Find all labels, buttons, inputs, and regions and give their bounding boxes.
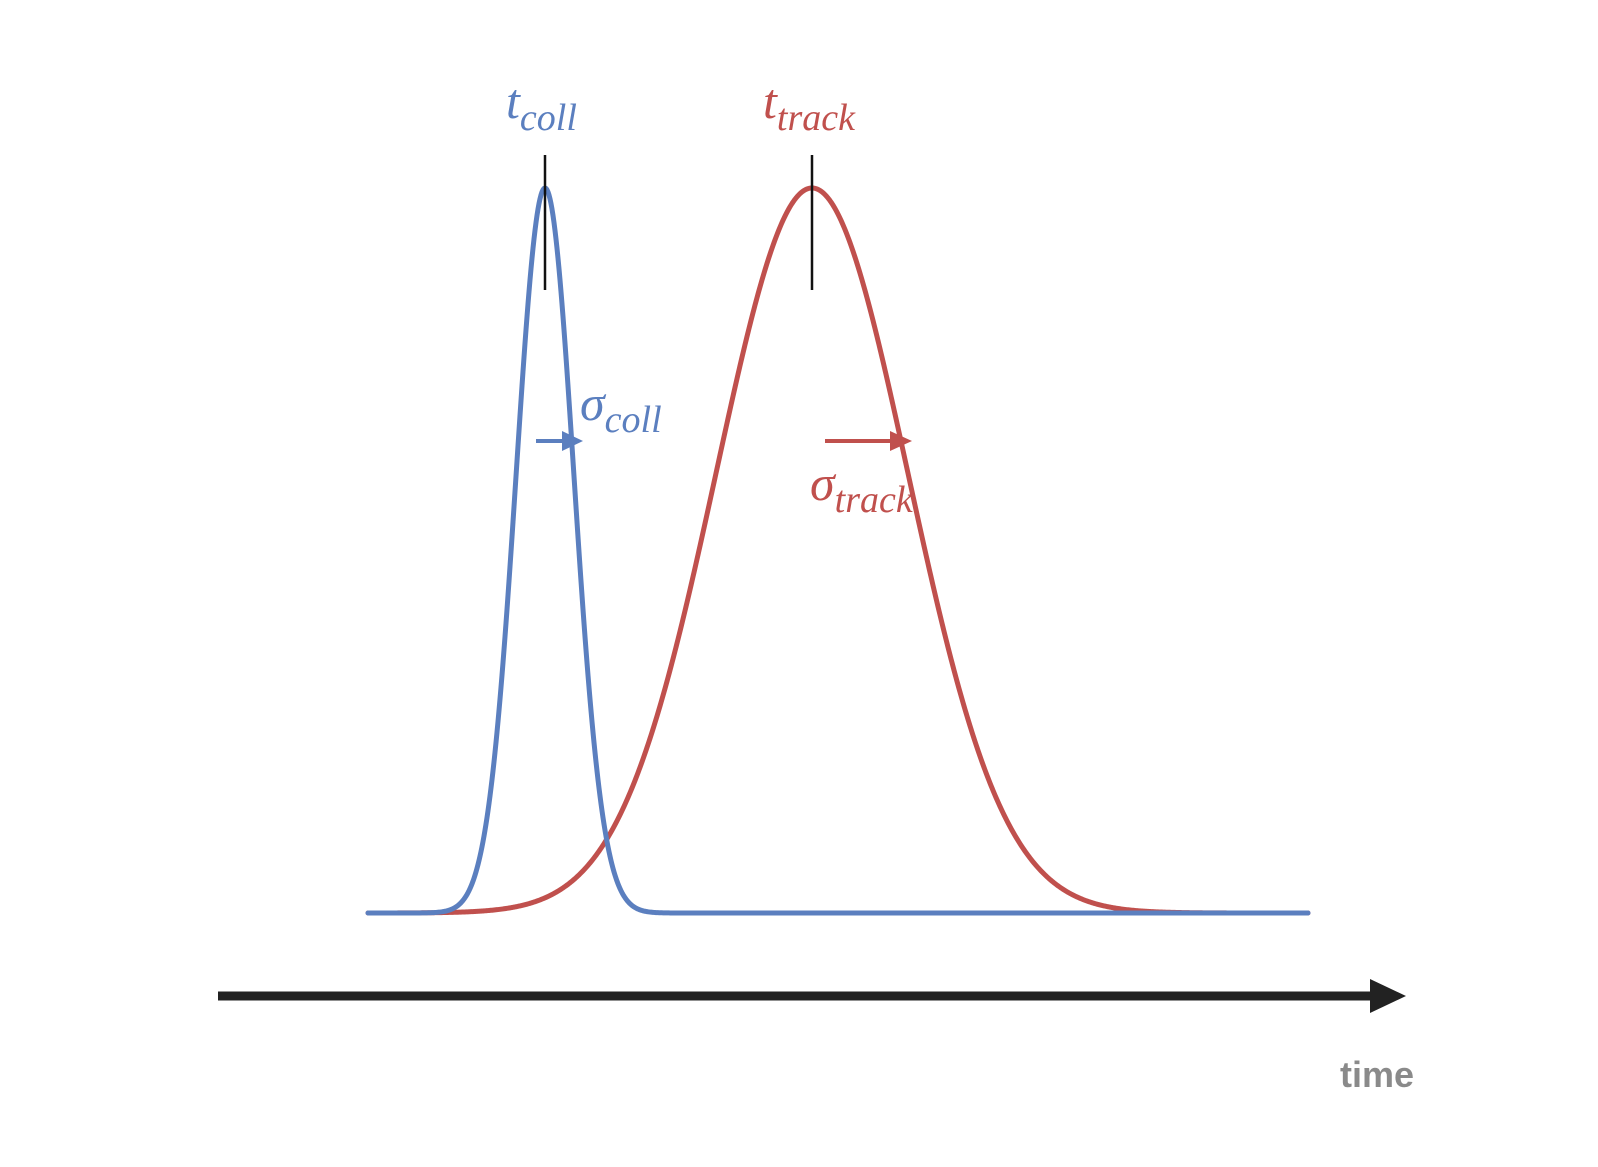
- t-track-subscript: track: [777, 97, 856, 139]
- t-track-main: t: [763, 73, 778, 129]
- t-coll-label: tcoll: [506, 73, 577, 139]
- time-axis-label: time: [1340, 1054, 1414, 1095]
- sigma-coll-subscript: coll: [605, 399, 662, 441]
- t-coll-main: t: [506, 73, 521, 129]
- t-track-label: ttrack: [763, 73, 856, 139]
- sigma-coll-main: σ: [580, 375, 607, 431]
- sigma-coll-label: σcoll: [580, 375, 662, 441]
- sigma-track-label: σtrack: [810, 455, 914, 521]
- sigma-track-main: σ: [810, 455, 837, 511]
- sigma-track-arrow: [825, 431, 912, 451]
- time-axis-arrowhead: [1370, 979, 1406, 1013]
- t-coll-subscript: coll: [520, 97, 577, 139]
- time-axis: [218, 979, 1406, 1013]
- sigma-collision-arrow: [536, 431, 583, 451]
- sigma-track-subscript: track: [835, 479, 914, 521]
- collision-gaussian-curve: [365, 185, 1311, 916]
